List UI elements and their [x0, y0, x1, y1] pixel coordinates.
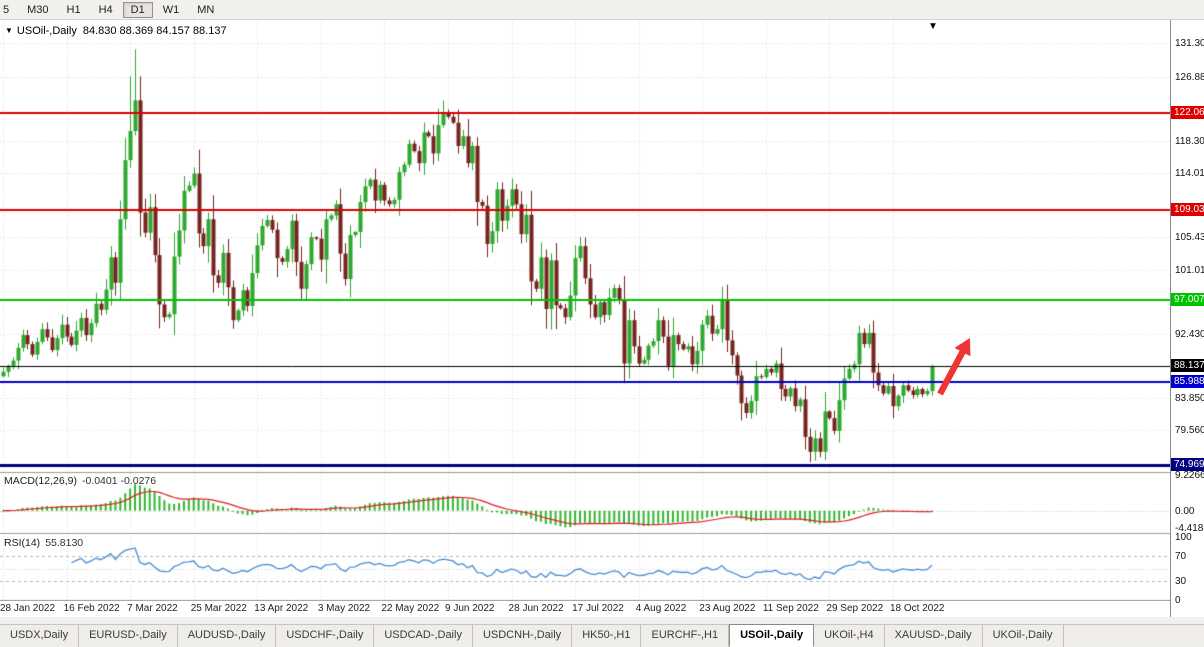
price-axis-label: 83.850	[1175, 393, 1204, 405]
date-label: 16 Feb 2022	[63, 603, 120, 614]
macd-indicator-label: MACD(12,26,9) -0.0401 -0.0276	[4, 475, 156, 487]
timeframe-button-w1[interactable]: W1	[162, 3, 180, 16]
tab-audusd-daily[interactable]: AUDUSD-,Daily	[178, 625, 277, 647]
date-label: 7 Mar 2022	[127, 603, 178, 614]
macd-axis-label: 0.00	[1175, 505, 1195, 517]
rsi-title: RSI(14)	[4, 537, 41, 549]
date-label: 25 Mar 2022	[190, 603, 247, 614]
candlestick-chart[interactable]	[0, 20, 1170, 601]
date-label: 11 Sep 2022	[762, 603, 819, 614]
tab-eurchf-h1[interactable]: EURCHF-,H1	[641, 625, 730, 647]
tab-usdx-daily[interactable]: USDX,Daily	[0, 625, 80, 647]
price-line-badge: 122.06	[1171, 105, 1204, 119]
chart-ohlc-values: 84.830 88.369 84.157 88.137	[82, 25, 227, 37]
chart-shift-marker[interactable]: ▼	[928, 21, 938, 32]
price-line-badge: 74.969	[1171, 457, 1204, 471]
price-axis-label: 101.01	[1175, 265, 1204, 276]
rsi-axis-label: 70	[1175, 550, 1187, 562]
date-label: 22 May 2022	[381, 603, 440, 614]
rsi-value: 55.8130	[45, 537, 84, 549]
timeframe-button-m30[interactable]: M30	[27, 3, 49, 16]
rsi-indicator-label: RSI(14) 55.8130	[4, 537, 83, 549]
date-label: 23 Aug 2022	[699, 603, 756, 614]
price-axis-label: 114.01	[1175, 167, 1204, 179]
price-axis-label: 131.30	[1175, 38, 1204, 50]
price-axis: 131.30 126.88 118.30 114.01 105.43 101.01 92.4…	[1170, 20, 1204, 617]
price-line-badge: 85.988	[1171, 375, 1204, 389]
price-axis-label: 118.30	[1175, 135, 1204, 147]
timeframe-toolbar: 5 M30 H1 H4 D1 W1 MN	[0, 0, 1204, 20]
macd-title: MACD(12,26,9)	[4, 475, 77, 487]
trend-arrow[interactable]	[930, 328, 980, 403]
date-label: 9 Jun 2022	[444, 603, 495, 614]
time-axis: 28 Jan 2022 16 Feb 2022 7 Mar 2022 25 Mar 2…	[0, 601, 1170, 617]
price-axis-label: 126.88	[1175, 71, 1204, 83]
rsi-axis-label: 100	[1175, 532, 1192, 543]
tab-ukoil-daily[interactable]: UKOil-,Daily	[983, 625, 1064, 647]
price-line-badge: 109.03	[1171, 203, 1204, 217]
chart-title: ▼ USOil-,Daily 84.830 88.369 84.157 88.137	[5, 25, 227, 37]
chart-symbol: USOil-,Daily	[16, 25, 77, 37]
timeframe-button-h1[interactable]: H1	[66, 3, 81, 16]
date-label: 29 Sep 2022	[826, 603, 884, 614]
date-label: 17 Jul 2022	[572, 603, 624, 614]
timeframe-button-5[interactable]: 5	[3, 3, 10, 16]
tab-eurusd-daily[interactable]: EURUSD-,Daily	[79, 625, 178, 647]
tab-xauusd-daily[interactable]: XAUUSD-,Daily	[885, 625, 983, 647]
macd-axis-label: -4.4188	[1175, 522, 1204, 534]
symbol-tabbar: USDX,Daily EURUSD-,Daily AUDUSD-,Daily USDC…	[0, 624, 1204, 647]
date-label: 13 Apr 2022	[254, 603, 309, 614]
chart-dropdown-icon[interactable]: ▼	[5, 26, 13, 35]
price-line-badge: 97.007	[1171, 292, 1204, 306]
price-line-badge: 88.137	[1171, 359, 1204, 373]
timeframe-button-d1[interactable]: D1	[122, 1, 153, 18]
tab-usdcnh-daily[interactable]: USDCNH-,Daily	[473, 625, 573, 647]
date-label: 18 Oct 2022	[889, 603, 945, 614]
tab-usdchf-daily[interactable]: USDCHF-,Daily	[276, 625, 375, 647]
rsi-axis-label: 30	[1175, 576, 1187, 588]
price-axis-label: 79.560	[1175, 425, 1204, 437]
macd-axis-label: 9.2266	[1175, 470, 1204, 482]
date-label: 3 May 2022	[317, 603, 371, 614]
macd-values: -0.0401 -0.0276	[81, 475, 157, 487]
date-label: 4 Aug 2022	[635, 603, 687, 614]
tab-usoil-daily[interactable]: USOil-,Daily	[729, 624, 815, 647]
price-axis-label: 92.430	[1175, 329, 1204, 341]
date-label: 28 Jun 2022	[508, 603, 564, 614]
timeframe-button-mn[interactable]: MN	[197, 3, 215, 16]
timeframe-button-h4[interactable]: H4	[98, 3, 113, 16]
tab-usdcad-daily[interactable]: USDCAD-,Daily	[374, 625, 473, 647]
date-label: 28 Jan 2022	[0, 603, 56, 614]
tab-ukoil-h4[interactable]: UKOil-,H4	[814, 625, 885, 647]
rsi-axis-label: 0	[1175, 595, 1181, 606]
tab-hk50-h1[interactable]: HK50-,H1	[572, 625, 642, 647]
price-axis-label: 105.43	[1175, 231, 1204, 243]
